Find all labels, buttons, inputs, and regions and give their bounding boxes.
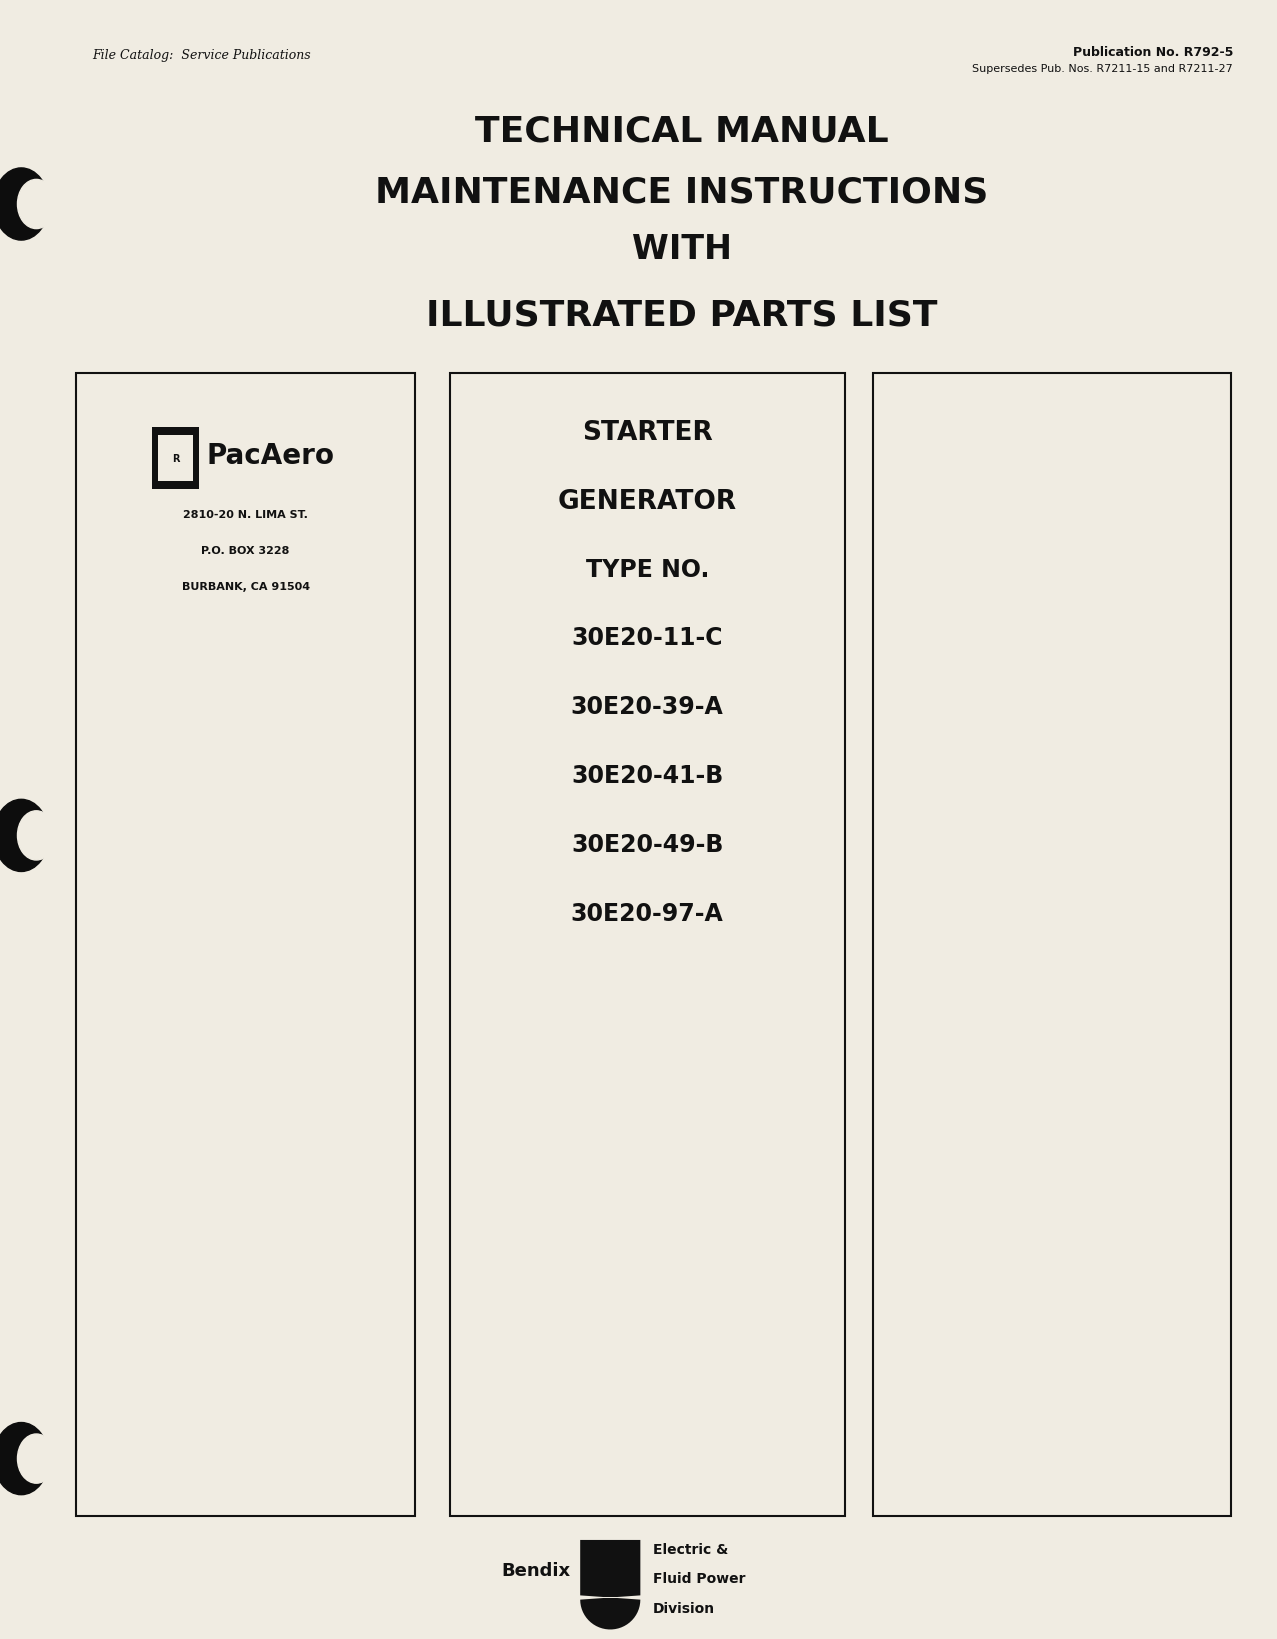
Text: P.O. BOX 3228: P.O. BOX 3228 (202, 546, 290, 556)
Text: Supersedes Pub. Nos. R7211-15 and R7211-27: Supersedes Pub. Nos. R7211-15 and R7211-… (972, 64, 1234, 74)
Bar (158, 436, 193, 482)
Text: PacAero: PacAero (207, 443, 335, 470)
Text: Bendix: Bendix (501, 1562, 570, 1578)
Text: BURBANK, CA 91504: BURBANK, CA 91504 (181, 582, 309, 592)
Text: 30E20-41-B: 30E20-41-B (571, 764, 723, 788)
Text: R: R (171, 454, 179, 464)
Text: WITH: WITH (632, 233, 732, 266)
Bar (450, 374, 844, 1516)
Circle shape (0, 169, 49, 241)
Bar (77, 374, 415, 1516)
Text: ILLUSTRATED PARTS LIST: ILLUSTRATED PARTS LIST (427, 298, 937, 333)
Circle shape (18, 1434, 55, 1483)
Text: Publication No. R792-5: Publication No. R792-5 (1073, 46, 1234, 59)
Text: Electric &: Electric & (653, 1542, 728, 1555)
Text: TECHNICAL MANUAL: TECHNICAL MANUAL (475, 115, 889, 149)
Text: 2810-20 N. LIMA ST.: 2810-20 N. LIMA ST. (183, 510, 308, 520)
Circle shape (18, 811, 55, 860)
Text: 30E20-39-A: 30E20-39-A (571, 695, 724, 720)
Polygon shape (580, 1541, 640, 1629)
Circle shape (18, 180, 55, 229)
Text: File Catalog:  Service Publications: File Catalog: Service Publications (93, 49, 312, 62)
Text: Fluid Power: Fluid Power (653, 1572, 746, 1585)
Text: GENERATOR: GENERATOR (558, 488, 737, 515)
Text: 30E20-11-C: 30E20-11-C (572, 626, 723, 651)
Text: MAINTENANCE INSTRUCTIONS: MAINTENANCE INSTRUCTIONS (375, 175, 988, 210)
Bar (873, 374, 1231, 1516)
Text: TYPE NO.: TYPE NO. (586, 557, 709, 582)
Circle shape (0, 800, 49, 872)
Text: STARTER: STARTER (582, 420, 713, 446)
Circle shape (0, 1423, 49, 1495)
Text: Division: Division (653, 1601, 715, 1614)
Text: 30E20-97-A: 30E20-97-A (571, 901, 724, 926)
Text: 30E20-49-B: 30E20-49-B (571, 833, 724, 857)
Bar (152, 428, 199, 490)
